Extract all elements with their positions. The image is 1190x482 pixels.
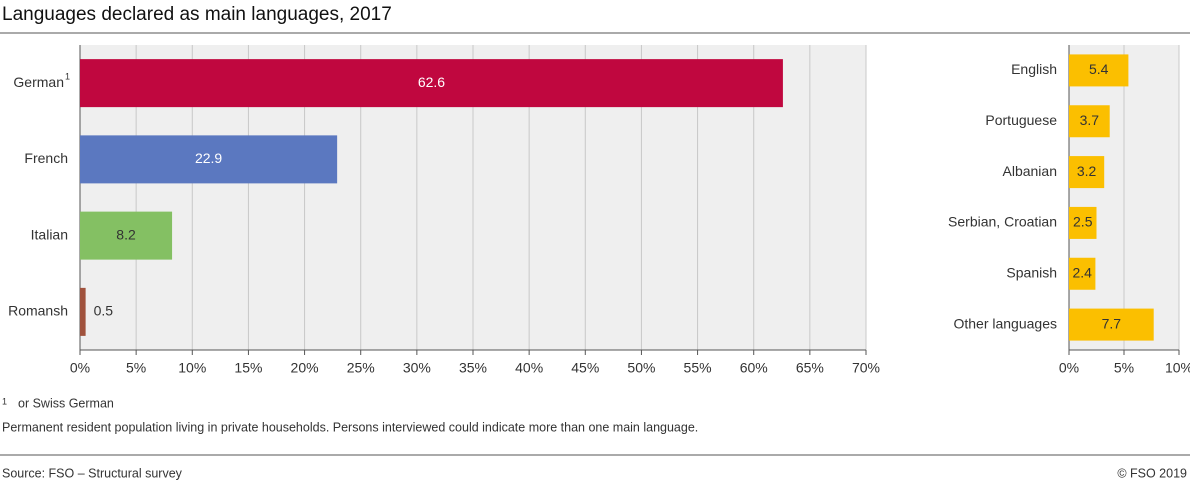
x-tick-label: 0%: [70, 360, 90, 376]
y-tick-label: English: [1011, 61, 1057, 77]
bar: [1069, 206, 1097, 239]
y-tick-label: Portuguese: [985, 112, 1057, 128]
y-tick-label: Italian: [31, 226, 68, 242]
x-tick-label: 5%: [1114, 360, 1134, 376]
value-label: 7.7: [1102, 315, 1122, 331]
x-tick-label: 0%: [1059, 360, 1079, 376]
x-tick-label: 10%: [178, 360, 206, 376]
x-tick-label: 5%: [126, 360, 146, 376]
x-tick-label: 60%: [740, 360, 768, 376]
bar: [1069, 54, 1129, 87]
x-tick-label: 55%: [684, 360, 712, 376]
y-tick-label: Romansh: [8, 303, 68, 319]
value-label: 2.5: [1073, 214, 1093, 230]
x-tick-label: 10%: [1165, 360, 1190, 376]
value-label: 2.4: [1072, 264, 1092, 280]
x-tick-label: 45%: [571, 360, 599, 376]
value-label: 8.2: [116, 226, 136, 242]
footnote-ref: 1: [65, 72, 70, 82]
value-label: 5.4: [1089, 61, 1109, 77]
value-label: 3.2: [1077, 163, 1097, 179]
value-label: 0.5: [94, 303, 114, 319]
y-tick-label: Spanish: [1006, 264, 1057, 280]
note: Permanent resident population living in …: [2, 420, 698, 434]
y-tick-label: Serbian, Croatian: [948, 214, 1057, 230]
x-tick-label: 70%: [852, 360, 880, 376]
page-title: Languages declared as main languages, 20…: [2, 4, 392, 25]
bar: [1069, 257, 1096, 290]
footnote: or Swiss German: [18, 396, 114, 410]
value-label: 3.7: [1080, 112, 1100, 128]
x-tick-label: 25%: [347, 360, 375, 376]
source: Source: FSO – Structural survey: [2, 466, 183, 480]
x-tick-label: 20%: [291, 360, 319, 376]
x-tick-label: 35%: [459, 360, 487, 376]
footnote-marker: 1: [2, 396, 7, 406]
bar: [80, 59, 783, 108]
bar: [1069, 308, 1154, 341]
x-tick-label: 50%: [627, 360, 655, 376]
bar: [80, 135, 338, 184]
value-label: 62.6: [418, 74, 445, 90]
x-tick-label: 65%: [796, 360, 824, 376]
bar: [1069, 156, 1105, 189]
y-tick-label: German: [13, 74, 64, 90]
x-tick-label: 40%: [515, 360, 543, 376]
x-tick-label: 30%: [403, 360, 431, 376]
bar: [1069, 105, 1110, 138]
y-tick-label: French: [24, 150, 68, 166]
y-tick-label: Other languages: [953, 315, 1057, 331]
bar: [80, 287, 86, 336]
bar: [80, 211, 173, 260]
copyright: © FSO 2019: [1117, 466, 1187, 480]
y-tick-label: Albanian: [1003, 163, 1058, 179]
value-label: 22.9: [195, 150, 222, 166]
x-tick-label: 15%: [234, 360, 262, 376]
